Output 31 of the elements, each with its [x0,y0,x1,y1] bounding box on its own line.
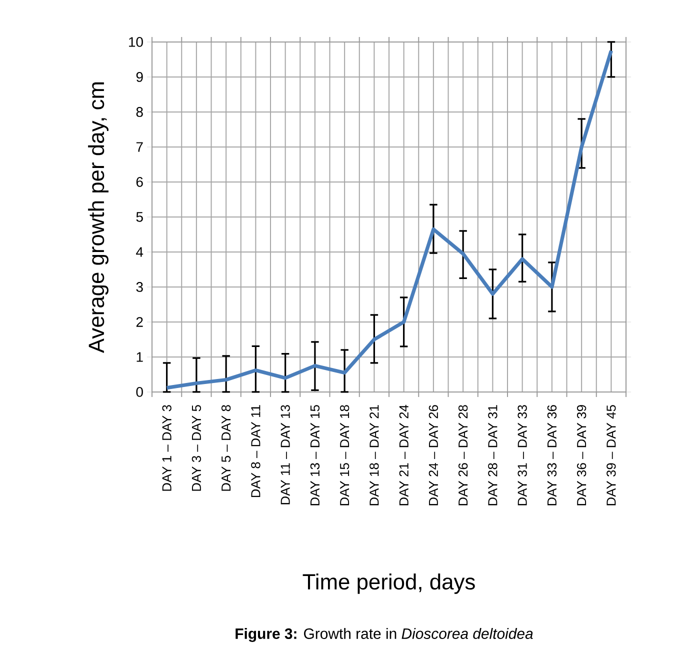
y-tick-label: 3 [136,282,143,292]
y-tick-label: 4 [136,247,144,257]
y-tick-label: 7 [136,142,143,152]
x-tick-label: DAY 18 – DAY 21 [370,405,379,506]
x-tick-label: DAY 3 – DAY 5 [192,405,202,491]
x-tick-label: DAY 24 – DAY 26 [428,405,438,506]
x-tick-label: DAY 13 – DAY 15 [310,405,320,506]
x-tick-label: DAY 11 – DAY 13 [280,405,290,504]
x-tick-label: DAY 36 – DAY 39 [576,405,586,506]
x-axis-title: Time period, days [302,574,475,594]
x-tick-label: DAY 1 – DAY 3 [162,405,172,491]
x-tick-label: DAY 33 – DAY 36 [547,405,557,506]
y-tick-label: 5 [136,212,143,222]
x-tick-label: DAY 28 – DAY 31 [488,405,498,506]
y-tick-label: 10 [129,37,143,47]
x-tick-label: DAY 26 – DAY 28 [458,405,468,506]
x-tick-label: DAY 15 – DAY 18 [340,405,350,506]
x-tick-label: DAY 5 – DAY 8 [221,405,231,491]
x-tick-label: DAY 39 – DAY 45 [606,405,616,506]
y-tick-label: 9 [136,72,143,82]
x-tick-label: DAY 31 – DAY 33 [518,405,527,506]
text: Figure 3: Growth rate in Dioscorea deltoidea [236,628,533,642]
x-tick-label: DAY 21 – DAY 24 [399,404,408,506]
y-tick-label: 8 [136,107,143,117]
y-tick-label: 2 [136,317,143,327]
y-tick-label: 6 [136,177,143,187]
y-tick-label: 1 [136,352,143,362]
line-series [165,48,613,390]
y-tick-label: 0 [136,387,143,397]
y-axis-title: Average growth per day, cm [88,82,108,353]
x-tick-label: DAY 8 – DAY 11 [251,405,260,498]
